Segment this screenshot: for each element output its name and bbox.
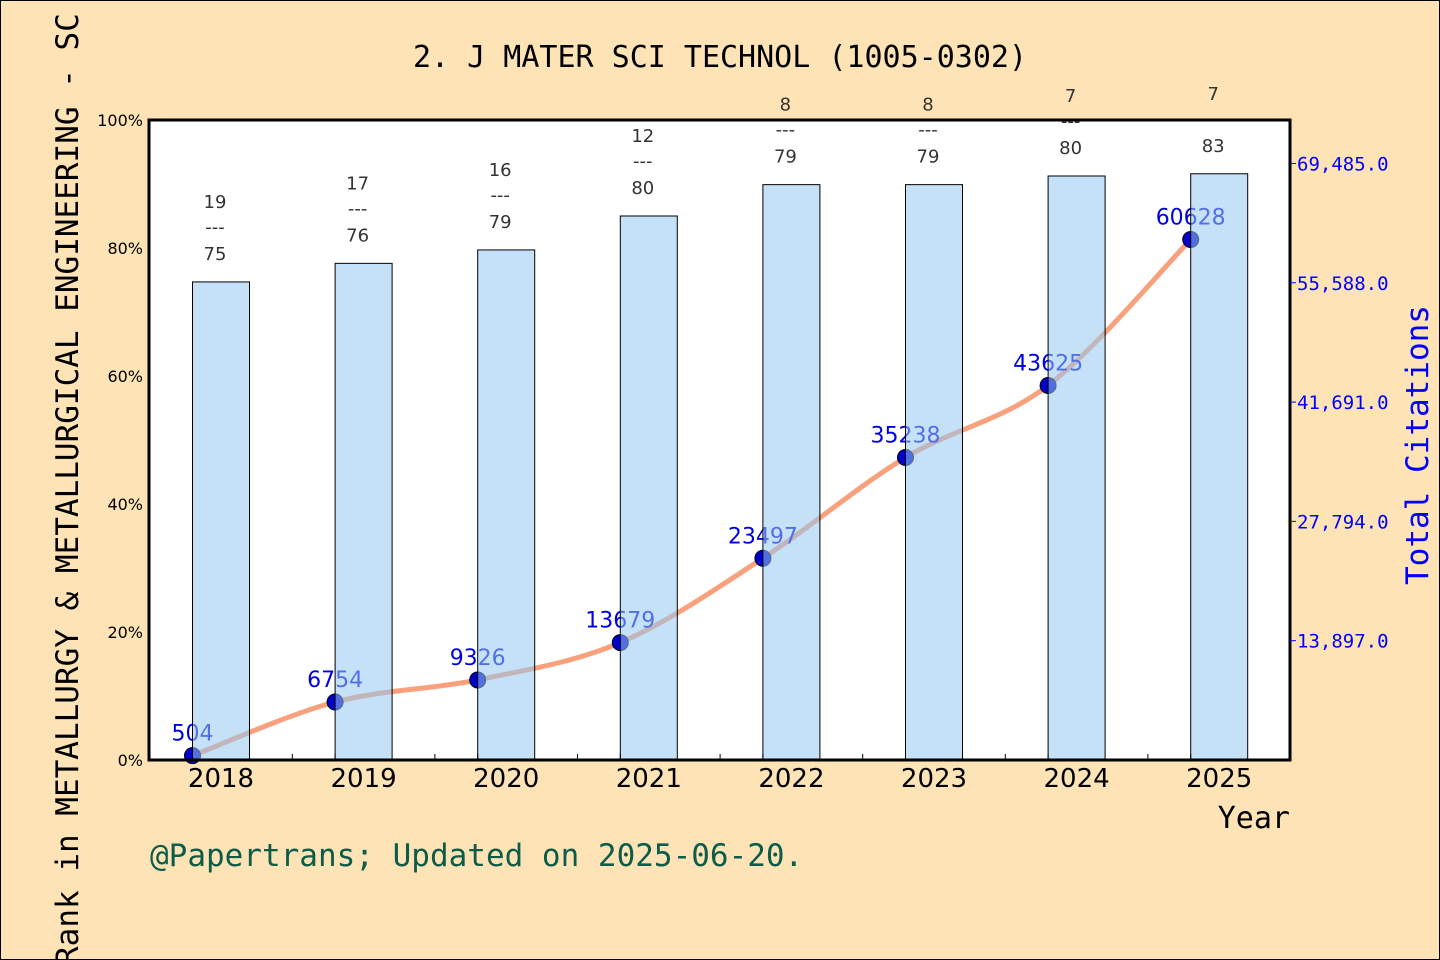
rank-bar xyxy=(905,184,963,761)
y-tick-label: 20% xyxy=(107,623,143,642)
rank-bar xyxy=(1047,175,1106,761)
footer-credit: @Papertrans; Updated on 2025-06-20. xyxy=(150,838,803,874)
y-tick-label: 100% xyxy=(97,111,143,130)
x-tick-label: 2025 xyxy=(1186,764,1252,794)
x-axis-label: Year xyxy=(1218,801,1290,836)
rank-label: 19 xyxy=(204,192,227,213)
right-tick-label: 55,588.0 xyxy=(1297,273,1389,295)
rank-bar xyxy=(477,249,536,761)
x-tick-label: 2023 xyxy=(901,764,967,794)
rank-label: 17 xyxy=(346,173,369,194)
right-axis-label: Total Citations xyxy=(1400,305,1436,585)
x-tick-label: 2022 xyxy=(758,764,824,794)
rank-separator: --- xyxy=(776,120,796,141)
rank-bar xyxy=(334,262,393,761)
right-tick-label: 69,485.0 xyxy=(1297,153,1389,175)
chart-title: 2. J MATER SCI TECHNOL (1005-0302) xyxy=(413,40,1027,75)
rank-bar xyxy=(762,184,821,761)
total-label: 80 xyxy=(631,178,654,199)
x-tick-label: 2021 xyxy=(616,764,682,794)
rank-separator: --- xyxy=(633,151,653,172)
rank-separator: --- xyxy=(205,217,225,238)
x-tick-label: 2020 xyxy=(473,764,539,794)
total-label: 83 xyxy=(1202,136,1225,157)
rank-label: 7 xyxy=(1065,86,1076,107)
total-label: 76 xyxy=(346,225,369,246)
rank-bar xyxy=(1190,173,1249,761)
rank-bar xyxy=(192,281,250,761)
plot-area xyxy=(149,120,1290,760)
rank-label: 16 xyxy=(489,160,512,181)
rank-separator: --- xyxy=(918,120,938,141)
x-tick-label: 2024 xyxy=(1044,764,1110,794)
y-tick-label: 0% xyxy=(118,751,143,770)
total-label: 79 xyxy=(774,147,797,168)
right-tick-label: 41,691.0 xyxy=(1297,392,1389,414)
rank-separator: --- xyxy=(348,198,368,219)
total-label: 79 xyxy=(489,212,512,233)
total-label: 79 xyxy=(917,147,940,168)
y-axis-label: Rank in METALLURGY & METALLURGICAL ENGIN… xyxy=(50,13,86,960)
right-tick-label: 13,897.0 xyxy=(1297,631,1389,653)
rank-separator: --- xyxy=(490,185,510,206)
x-tick-label: 2018 xyxy=(188,764,254,794)
y-tick-label: 80% xyxy=(107,239,143,258)
rank-bar xyxy=(619,215,678,761)
total-label: 75 xyxy=(204,244,227,265)
rank-label: 8 xyxy=(922,95,933,116)
y-tick-label: 60% xyxy=(107,367,143,386)
rank-label: 7 xyxy=(1207,84,1218,105)
rank-label: 12 xyxy=(631,126,654,147)
plot-border xyxy=(147,118,1292,762)
x-tick-label: 2019 xyxy=(331,764,397,794)
right-tick-label: 27,794.0 xyxy=(1297,511,1389,533)
rank-label: 8 xyxy=(780,95,791,116)
y-tick-label: 40% xyxy=(107,495,143,514)
total-label: 80 xyxy=(1059,138,1082,159)
